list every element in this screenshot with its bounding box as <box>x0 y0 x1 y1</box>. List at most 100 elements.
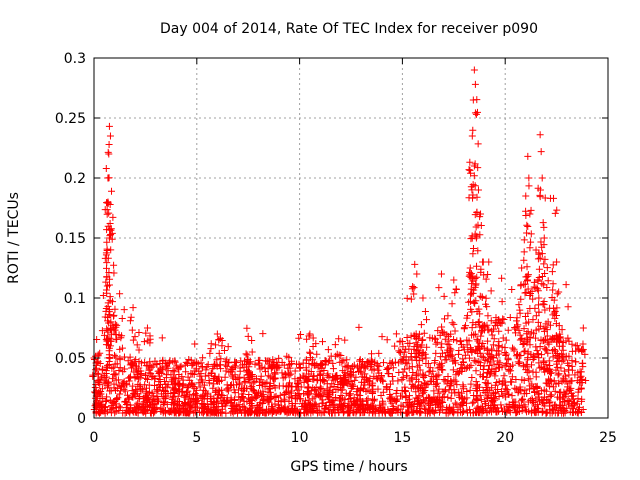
data-point <box>275 354 283 362</box>
data-point <box>468 373 476 381</box>
data-point <box>166 357 174 365</box>
data-point <box>214 409 222 417</box>
y-tick-label: 0 <box>77 411 86 427</box>
data-point <box>520 256 528 264</box>
data-point <box>514 389 522 397</box>
data-point <box>211 388 219 396</box>
data-point <box>109 298 117 306</box>
data-point <box>441 335 449 343</box>
data-point <box>485 402 493 410</box>
data-point <box>103 325 111 333</box>
data-point <box>558 378 566 386</box>
data-point <box>129 406 137 414</box>
data-point <box>542 409 550 417</box>
data-point <box>333 350 341 358</box>
data-point <box>541 368 549 376</box>
data-point <box>196 372 204 380</box>
data-point <box>293 386 301 394</box>
data-point <box>158 334 166 342</box>
data-point <box>562 352 570 360</box>
data-point <box>233 405 241 413</box>
data-point <box>413 395 421 403</box>
data-point <box>473 193 481 201</box>
data-point <box>384 365 392 373</box>
data-point <box>513 317 521 325</box>
data-point <box>470 356 478 364</box>
data-point <box>540 234 548 242</box>
data-point <box>111 305 119 313</box>
data-point <box>153 404 161 412</box>
data-point <box>346 390 354 398</box>
data-point <box>206 349 214 357</box>
data-point <box>500 372 508 380</box>
data-point <box>374 366 382 374</box>
data-point <box>491 372 499 380</box>
data-point <box>493 408 501 416</box>
data-point <box>524 328 532 336</box>
data-point <box>105 122 113 130</box>
data-point <box>471 299 479 307</box>
data-point <box>231 389 239 397</box>
data-point <box>198 364 206 372</box>
data-point <box>431 335 439 343</box>
data-point <box>116 390 124 398</box>
data-point <box>407 295 415 303</box>
data-point <box>227 409 235 417</box>
data-point <box>196 383 204 391</box>
data-point <box>242 350 250 358</box>
data-point <box>330 376 338 384</box>
x-tick-label: 0 <box>90 430 99 446</box>
data-point <box>520 281 528 289</box>
data-point <box>529 316 537 324</box>
data-point <box>518 264 526 272</box>
data-point <box>540 386 548 394</box>
data-point <box>338 379 346 387</box>
data-point <box>488 331 496 339</box>
data-point <box>563 404 571 412</box>
data-point <box>505 366 513 374</box>
data-point <box>212 341 220 349</box>
data-point <box>466 158 474 166</box>
data-point <box>530 330 538 338</box>
data-point <box>173 362 181 370</box>
data-point <box>326 383 334 391</box>
data-point <box>465 354 473 362</box>
data-point <box>472 110 480 118</box>
data-point <box>116 354 124 362</box>
data-point <box>461 351 469 359</box>
data-point <box>397 357 405 365</box>
data-point <box>337 386 345 394</box>
data-point <box>368 356 376 364</box>
data-point <box>525 318 533 326</box>
data-point <box>102 165 110 173</box>
data-point <box>469 191 477 199</box>
data-point <box>539 407 547 415</box>
data-point <box>104 361 112 369</box>
data-point <box>256 378 264 386</box>
data-point <box>318 361 326 369</box>
data-point <box>486 370 494 378</box>
data-point <box>128 393 136 401</box>
data-point <box>541 402 549 410</box>
data-point <box>498 343 506 351</box>
data-point <box>515 326 523 334</box>
data-point <box>543 283 551 291</box>
data-point <box>425 368 433 376</box>
data-point <box>343 356 351 364</box>
data-point <box>523 408 531 416</box>
data-point <box>463 388 471 396</box>
data-point <box>484 349 492 357</box>
data-point <box>554 371 562 379</box>
data-point <box>286 364 294 372</box>
data-point <box>528 409 536 417</box>
data-point <box>572 358 580 366</box>
data-point <box>104 198 112 206</box>
data-point <box>461 364 469 372</box>
data-point <box>112 353 120 361</box>
data-point <box>531 388 539 396</box>
data-points <box>89 66 590 417</box>
data-point <box>480 322 488 330</box>
data-point <box>102 336 110 344</box>
data-point <box>463 341 471 349</box>
data-point <box>476 231 484 239</box>
